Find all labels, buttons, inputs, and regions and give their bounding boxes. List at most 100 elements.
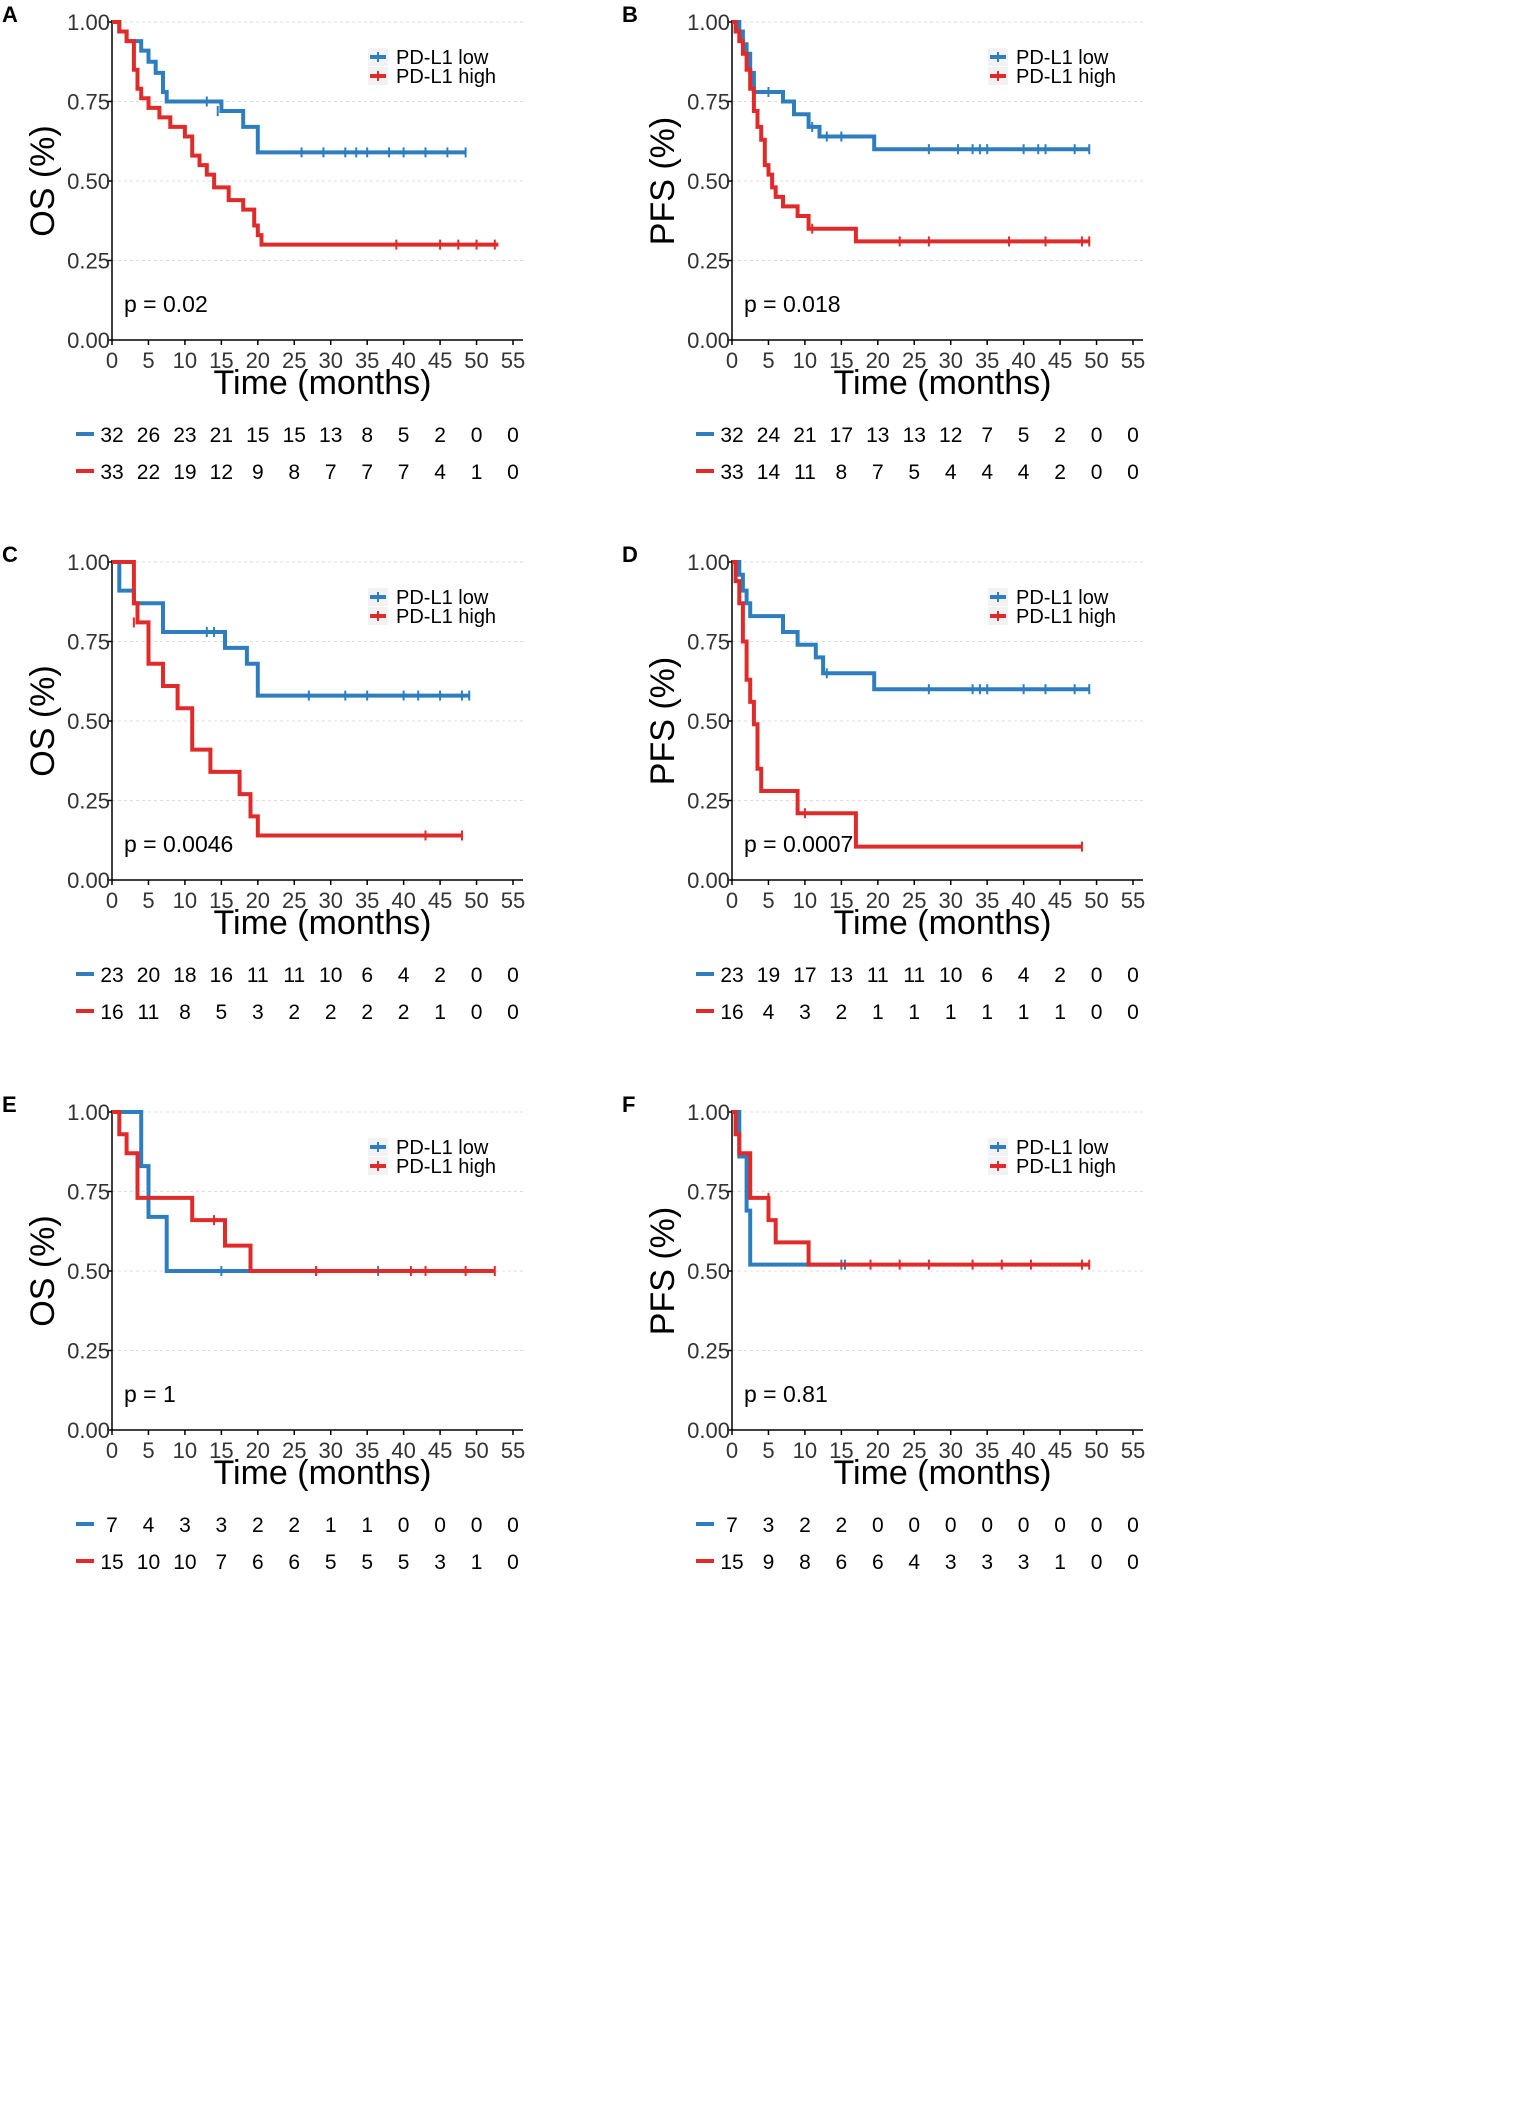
x-tick-label: 15 bbox=[829, 1438, 853, 1463]
x-tick-label: 30 bbox=[318, 1438, 342, 1463]
x-tick-label: 5 bbox=[762, 348, 774, 373]
km-plot-svg: A0.000.250.500.751.000 5 10 15 20 25 30 35 40 45 5… bbox=[2, 2, 525, 484]
risk-count: 11 bbox=[283, 964, 305, 987]
risk-count: 16 bbox=[210, 964, 233, 987]
risk-count: 7 bbox=[726, 1514, 738, 1537]
y-tick-label: 0.50 bbox=[67, 709, 110, 734]
risk-count: 0 bbox=[507, 1001, 519, 1024]
risk-count: 12 bbox=[210, 461, 233, 484]
x-tick-label: 20 bbox=[246, 348, 270, 373]
y-tick-label: 1.00 bbox=[687, 10, 730, 35]
x-tick-label: 45 bbox=[428, 888, 452, 913]
risk-count: 0 bbox=[1127, 1001, 1139, 1024]
risk-count: 7 bbox=[216, 1551, 228, 1574]
km-plot-svg: C0.000.250.500.751.000 5 10 15 20 25 30 35 40 45 5… bbox=[2, 542, 525, 1024]
risk-count: 0 bbox=[1054, 1514, 1066, 1537]
y-tick-label: 0.75 bbox=[687, 630, 730, 655]
y-tick-label: 0.25 bbox=[67, 1339, 110, 1364]
y-tick-label: 0.75 bbox=[67, 90, 110, 115]
y-tick-label: 0.75 bbox=[687, 1180, 730, 1205]
risk-count: 0 bbox=[1091, 461, 1103, 484]
risk-count: 5 bbox=[361, 1551, 373, 1574]
km-plot-svg: E0.000.250.500.751.000 5 10 15 20 25 30 35 40 45 5… bbox=[2, 1092, 525, 1574]
x-tick-label: 0 bbox=[726, 348, 738, 373]
x-tick-label: 35 bbox=[975, 348, 999, 373]
risk-count: 18 bbox=[173, 964, 196, 987]
x-tick-label: 25 bbox=[282, 1438, 306, 1463]
risk-count: 6 bbox=[288, 1551, 300, 1574]
risk-count: 13 bbox=[866, 424, 889, 447]
panel-label: A bbox=[2, 2, 18, 27]
x-tick-label: 40 bbox=[1011, 348, 1035, 373]
panel-label: B bbox=[622, 2, 638, 27]
risk-count: 4 bbox=[1018, 461, 1030, 484]
risk-count: 15 bbox=[100, 1551, 123, 1574]
risk-count: 7 bbox=[398, 461, 410, 484]
y-tick-label: 0.00 bbox=[67, 1418, 110, 1443]
x-tick-label: 50 bbox=[464, 888, 488, 913]
risk-count: 2 bbox=[836, 1514, 848, 1537]
risk-count: 3 bbox=[981, 1551, 993, 1574]
legend-label: PD-L1 low bbox=[1016, 587, 1109, 609]
risk-count: 2 bbox=[288, 1001, 300, 1024]
risk-count: 2 bbox=[1054, 461, 1066, 484]
risk-count: 3 bbox=[252, 1001, 264, 1024]
risk-count: 2 bbox=[325, 1001, 337, 1024]
risk-count: 0 bbox=[1091, 964, 1103, 987]
risk-count: 7 bbox=[325, 461, 337, 484]
risk-count: 5 bbox=[908, 461, 920, 484]
risk-count: 21 bbox=[210, 424, 233, 447]
y-tick-label: 1.00 bbox=[67, 1100, 110, 1125]
risk-count: 3 bbox=[179, 1514, 191, 1537]
risk-count: 15 bbox=[246, 424, 269, 447]
risk-count: 0 bbox=[908, 1514, 920, 1537]
risk-count: 14 bbox=[757, 461, 781, 484]
x-tick-label: 55 bbox=[501, 888, 525, 913]
x-tick-label: 20 bbox=[866, 1438, 890, 1463]
risk-count: 0 bbox=[1127, 424, 1139, 447]
risk-count: 1 bbox=[1054, 1551, 1066, 1574]
risk-count: 9 bbox=[252, 461, 264, 484]
risk-count: 7 bbox=[361, 461, 373, 484]
x-tick-label: 5 bbox=[142, 888, 154, 913]
risk-count: 1 bbox=[471, 1551, 483, 1574]
risk-count: 12 bbox=[939, 424, 962, 447]
x-axis-title: Time (months) bbox=[214, 1454, 432, 1492]
risk-count: 0 bbox=[1091, 1551, 1103, 1574]
risk-count: 0 bbox=[471, 1001, 483, 1024]
panel-label: F bbox=[622, 1092, 635, 1117]
y-tick-label: 0.75 bbox=[687, 90, 730, 115]
risk-count: 4 bbox=[763, 1001, 775, 1024]
risk-count: 33 bbox=[720, 461, 743, 484]
risk-count: 17 bbox=[793, 964, 816, 987]
y-tick-label: 0.50 bbox=[687, 709, 730, 734]
risk-count: 0 bbox=[507, 461, 519, 484]
km-curve-low bbox=[112, 1110, 379, 1273]
risk-count: 0 bbox=[1091, 1514, 1103, 1537]
risk-count: 6 bbox=[252, 1551, 264, 1574]
risk-count: 0 bbox=[398, 1514, 410, 1537]
y-axis-title: OS (%) bbox=[24, 1215, 62, 1326]
risk-count: 2 bbox=[361, 1001, 373, 1024]
x-tick-label: 45 bbox=[428, 1438, 452, 1463]
risk-count: 0 bbox=[1091, 424, 1103, 447]
panel-c: C 0.00 0.25 0.50 0.75 1.00 0 5 10 15 20 25 30 35 40 45 5… bbox=[0, 540, 620, 1100]
risk-count: 1 bbox=[872, 1001, 884, 1024]
y-tick-label: 0.50 bbox=[687, 1259, 730, 1284]
risk-count: 4 bbox=[981, 461, 993, 484]
risk-count: 1 bbox=[325, 1514, 337, 1537]
x-tick-label: 55 bbox=[1121, 348, 1145, 373]
risk-count: 8 bbox=[288, 461, 300, 484]
risk-count: 0 bbox=[1127, 1514, 1139, 1537]
risk-count: 6 bbox=[361, 964, 373, 987]
y-tick-label: 1.00 bbox=[687, 1100, 730, 1125]
legend-label: PD-L1 high bbox=[1016, 66, 1116, 88]
x-tick-label: 35 bbox=[355, 888, 379, 913]
y-tick-label: 0.50 bbox=[687, 169, 730, 194]
y-tick-label: 1.00 bbox=[67, 550, 110, 575]
legend-label: PD-L1 high bbox=[1016, 606, 1116, 628]
x-tick-label: 45 bbox=[428, 348, 452, 373]
risk-count: 0 bbox=[507, 1514, 519, 1537]
x-tick-label: 0 bbox=[106, 888, 118, 913]
x-tick-label: 55 bbox=[1121, 888, 1145, 913]
